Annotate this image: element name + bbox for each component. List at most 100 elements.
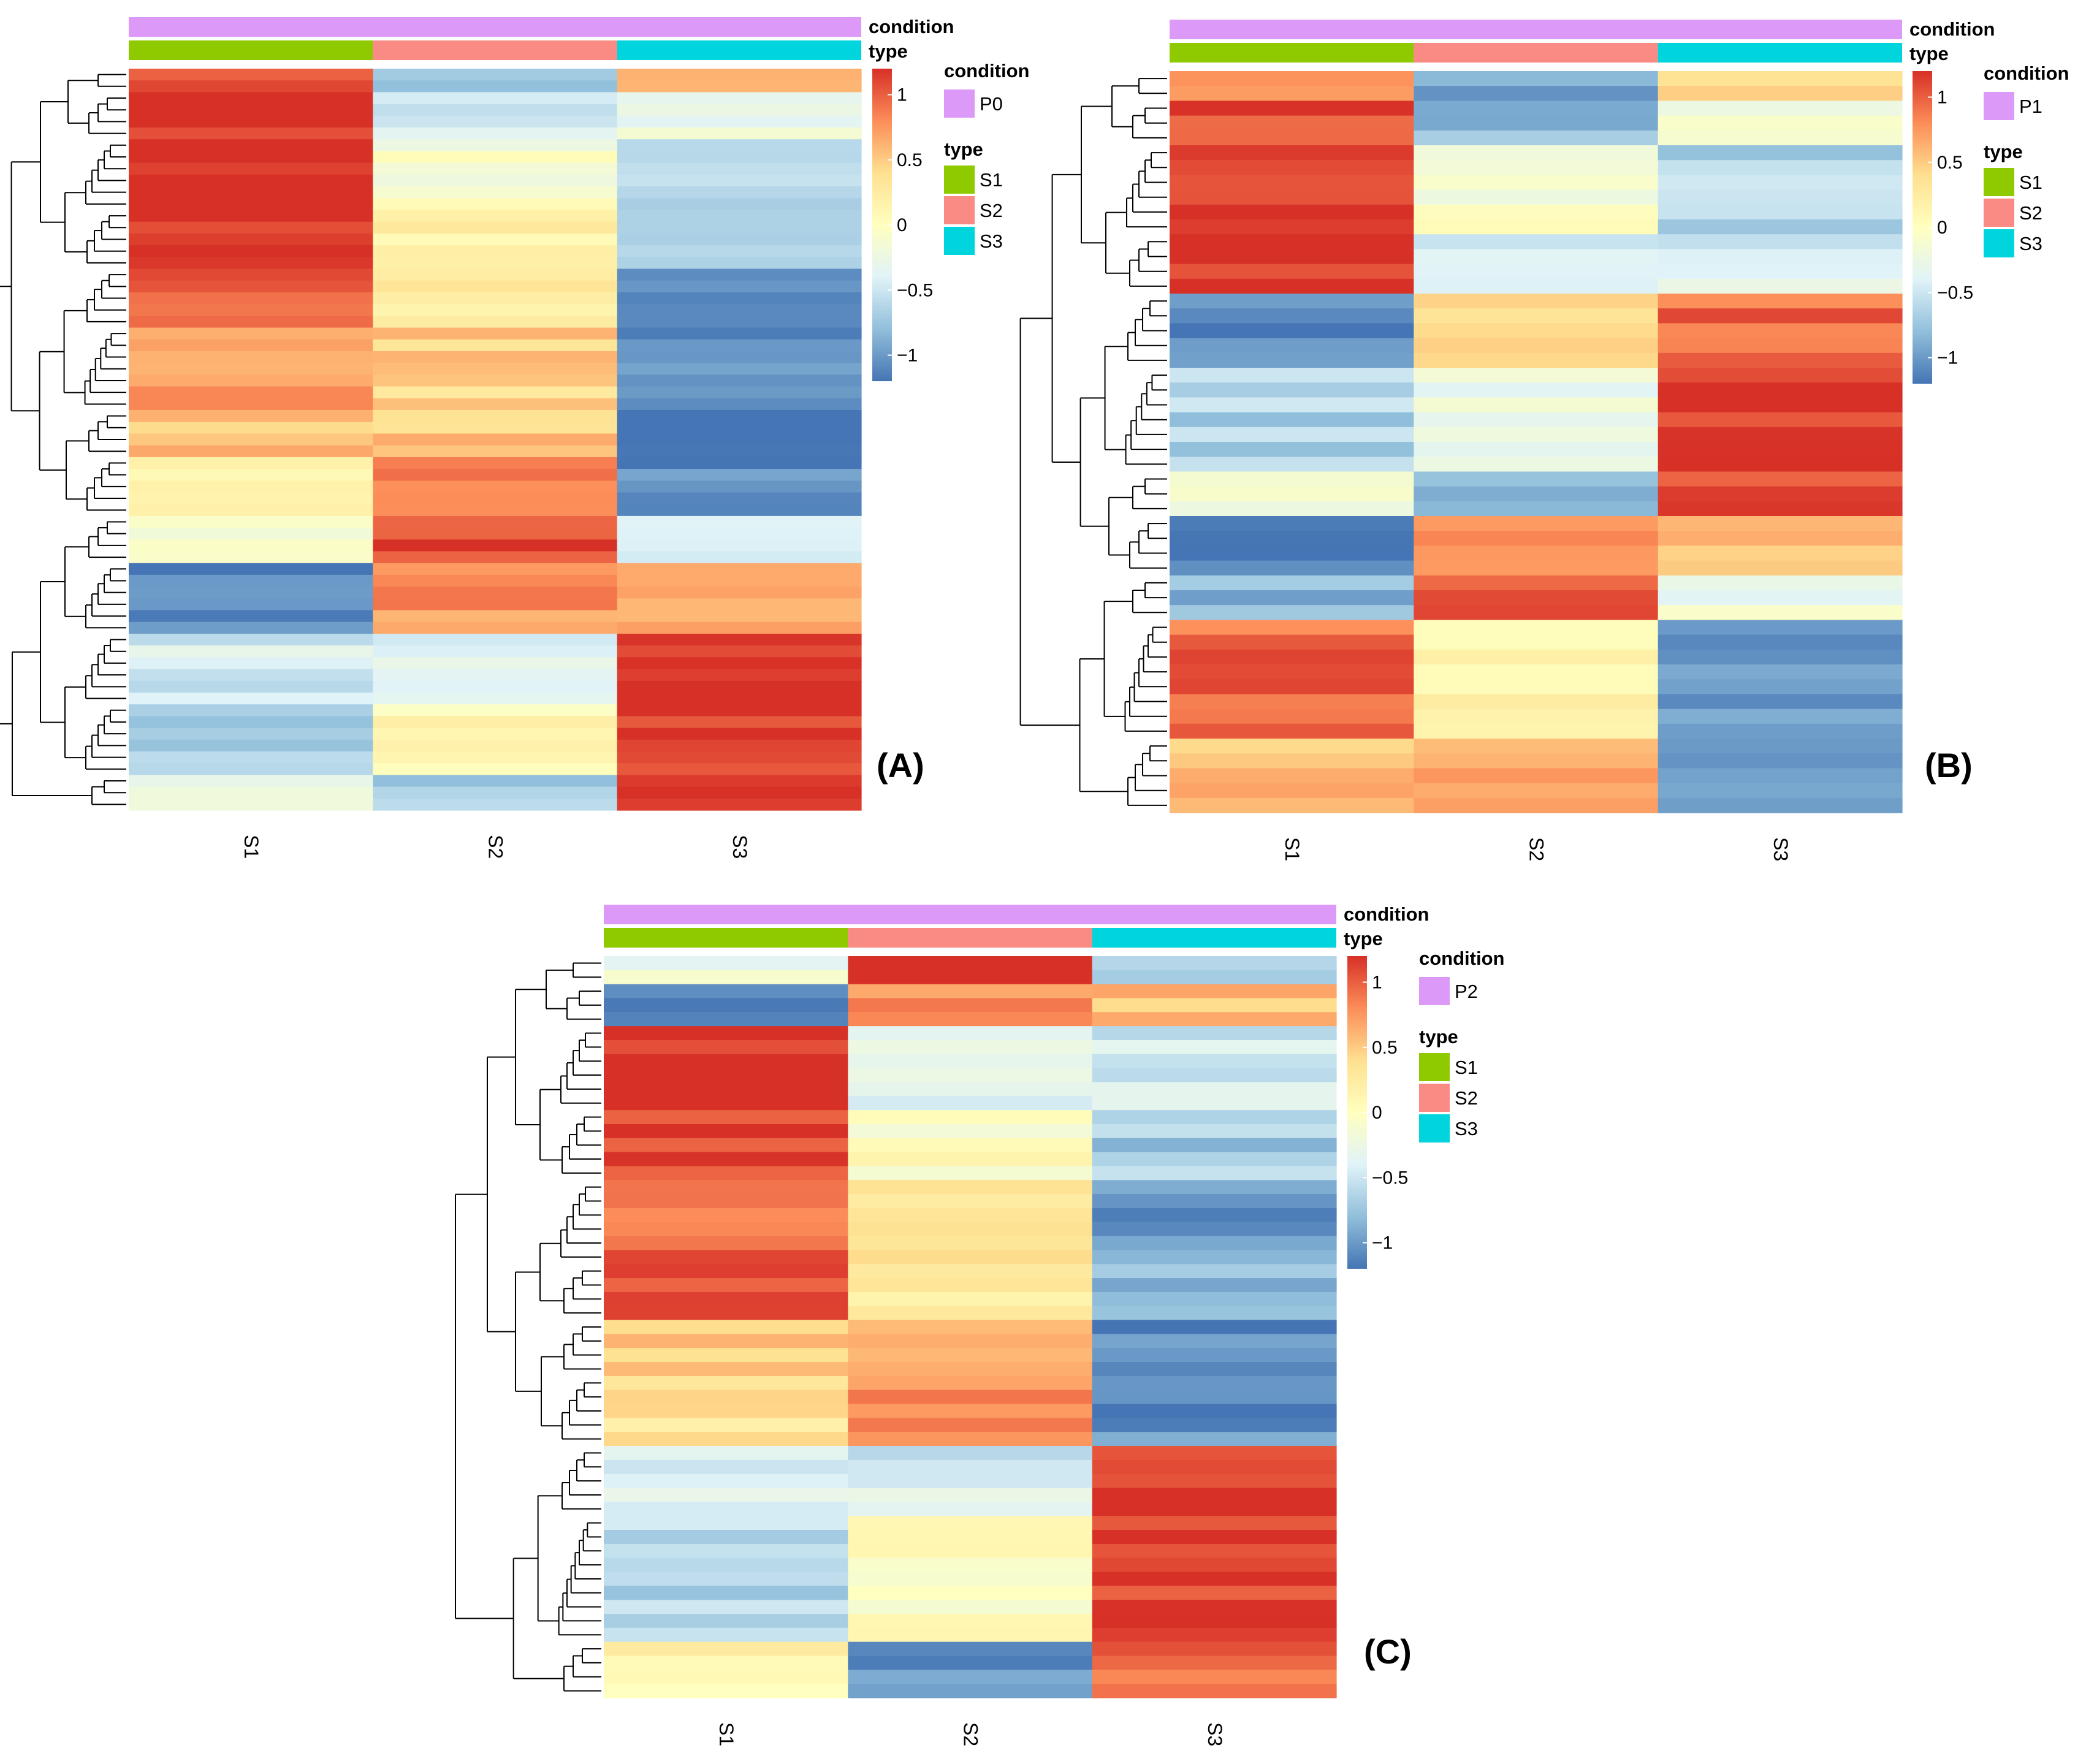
heatmap-cell [129,786,373,799]
heatmap-cell [129,386,373,399]
heatmap-cell [1658,605,1903,620]
heatmap-cell [604,1627,848,1643]
heatmap-cell [1414,783,1659,799]
heatmap-cell [373,186,618,199]
heatmap-cell [604,1684,848,1698]
heatmap-cell [373,574,618,587]
heatmap-cell [604,1207,848,1223]
heatmap-cell [373,610,618,623]
heatmap-cell [1414,175,1659,191]
heatmap-cell [373,563,618,576]
heatmap-cell [129,127,373,140]
heatmap-cell [1414,264,1659,279]
heatmap-cell [848,970,1093,985]
heatmap-cell [373,210,618,222]
heatmap-cell [848,1684,1093,1698]
heatmap-cell [1414,560,1659,576]
heatmap-cell [1092,1614,1337,1629]
heatmap-cell [848,1207,1093,1223]
heatmap-cell [1658,101,1903,116]
heatmap-cell [1658,590,1903,606]
heatmap-cell [617,574,862,587]
heatmap-cell [1170,679,1414,694]
heatmap-cell [1092,1404,1337,1418]
heatmap-cell [129,398,373,411]
panel-label: (C) [1364,1632,1412,1671]
heatmap-cell [617,763,862,775]
heatmap-cell [1170,323,1414,339]
colorbar-tick-label: 0 [1372,1103,1382,1123]
colorbar-tick-label: 0 [897,215,907,235]
heatmap-cell [604,1362,848,1377]
heatmap-cell [373,92,618,105]
heatmap-cell [1170,86,1414,101]
heatmap-cell [1170,442,1414,457]
heatmap-cell [129,221,373,234]
heatmap-cell [1170,531,1414,546]
heatmap-cell [1092,1530,1337,1545]
heatmap-cell [1658,649,1903,665]
heatmap-cell [604,1040,848,1055]
heatmap-cell [1092,1684,1337,1698]
type-annotation-S2 [373,40,617,60]
heatmap-cell [1658,412,1903,428]
type-legend-item-S2: S2 [2019,202,2042,224]
condition-annotation-label: condition [869,16,954,37]
type-annotation-S2 [1414,43,1658,63]
heatmap-cell [129,363,373,375]
heatmap-cell [848,1362,1093,1377]
heatmap-cell [129,622,373,634]
heatmap-cell [373,327,618,340]
heatmap-cell [1092,1586,1337,1600]
heatmap-cell [1658,204,1903,220]
colorbar-tick-label: 0.5 [1372,1038,1398,1058]
condition-legend-title: condition [1419,948,1504,969]
heatmap-cell [1092,1082,1337,1097]
heatmap-cell [617,492,862,505]
heatmap-cell [1658,783,1903,799]
heatmap-cell [373,139,618,152]
heatmap-cell [617,92,862,105]
heatmap-cell [1170,620,1414,636]
heatmap-cell [373,304,618,316]
heatmap-cell [129,574,373,587]
heatmap-cell [1658,115,1903,131]
heatmap-cell [129,162,373,175]
heatmap-cell [1092,1390,1337,1405]
heatmap-cell [617,622,862,634]
heatmap-cell [1092,1572,1337,1586]
condition-annotation-label: condition [1909,18,1995,40]
heatmap-cell [848,1334,1093,1348]
heatmap-cell [129,775,373,788]
heatmap-cell [617,739,862,752]
heatmap-cell [604,998,848,1013]
heatmap-cell [1414,531,1659,546]
heatmap-cell [129,563,373,576]
type-legend-item-S1: S1 [980,169,1003,191]
colorbar-tick-label: 0.5 [1937,153,1963,173]
heatmap-cell [1170,71,1414,86]
heatmap-cell [848,1641,1093,1657]
heatmap-cell [373,657,618,670]
heatmap-cell [617,669,862,682]
heatmap-cell [1414,486,1659,502]
heatmap-cell [604,1656,848,1670]
heatmap-cell [373,174,618,187]
heatmap-cell [1658,739,1903,754]
column-label-S3: S3 [1204,1722,1226,1746]
heatmap-cell [604,1375,848,1391]
heatmap-cell [1658,620,1903,636]
heatmap-cell [1170,204,1414,220]
heatmap-cell [1092,1306,1337,1321]
heatmap-cell [604,1054,848,1069]
heatmap-cell [129,186,373,199]
column-label-S1: S1 [715,1722,737,1746]
type-legend-item-S2: S2 [1455,1087,1478,1109]
heatmap-cell [1658,368,1903,383]
heatmap-cell [1170,278,1414,294]
heatmap-cell [373,481,618,493]
heatmap-cell [1658,516,1903,531]
heatmap-cell [129,728,373,740]
heatmap-cell [1170,294,1414,309]
heatmap-cell [373,280,618,293]
